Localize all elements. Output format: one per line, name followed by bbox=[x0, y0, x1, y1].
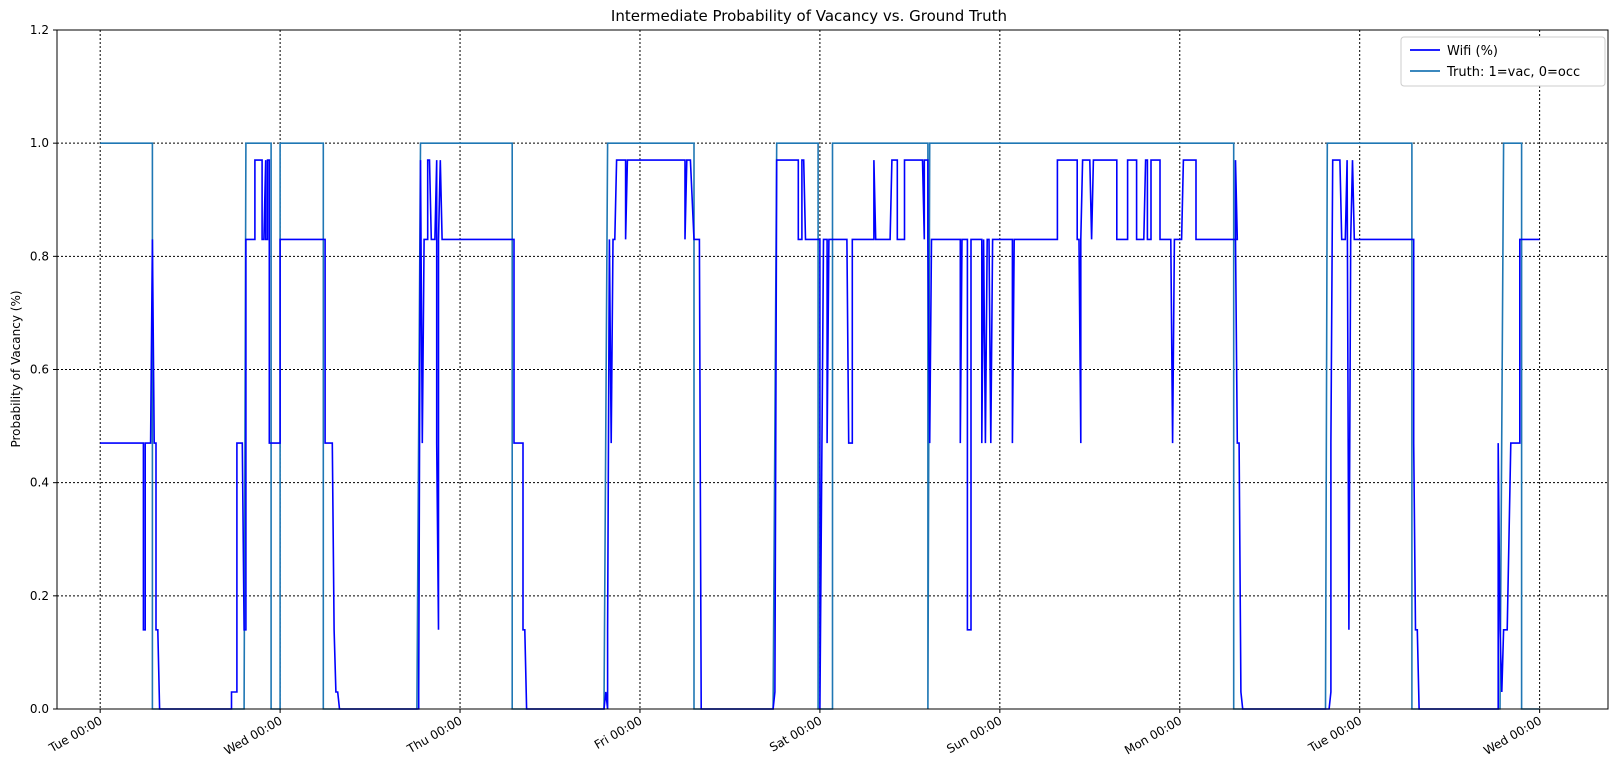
y-tick-label: 1.0 bbox=[30, 136, 49, 150]
x-tick-label: Sat 00:00 bbox=[767, 713, 824, 754]
y-tick-label: 0.8 bbox=[30, 249, 49, 263]
legend-label-wifi: Wifi (%) bbox=[1447, 44, 1498, 59]
x-axis: Tue 00:00 Wed 00:00 Thu 00:00 Fri 00:00 Sat … bbox=[46, 709, 1544, 758]
x-tick-label: Wed 00:00 bbox=[222, 713, 285, 757]
y-tick-label: 0.6 bbox=[30, 363, 49, 377]
y-tick-label: 0.2 bbox=[30, 589, 49, 603]
legend-box bbox=[1400, 36, 1606, 87]
legend: Wifi (%) Truth: 1=vac, 0=occ bbox=[1400, 36, 1606, 87]
x-tick-label: Wed 00:00 bbox=[1481, 713, 1544, 757]
y-axis: 0.0 0.2 0.4 0.6 0.8 1.0 1.2 bbox=[30, 23, 57, 716]
x-tick-label: Mon 00:00 bbox=[1122, 713, 1184, 757]
y-tick-label: 0.4 bbox=[30, 476, 49, 490]
x-tick-label: Tue 00:00 bbox=[1305, 713, 1364, 755]
series-lines bbox=[100, 142, 1540, 710]
legend-label-truth: Truth: 1=vac, 0=occ bbox=[1446, 65, 1580, 80]
chart-title: Intermediate Probability of Vacancy vs. … bbox=[611, 7, 1007, 25]
x-tick-label: Fri 00:00 bbox=[592, 713, 645, 751]
y-axis-label: Probability of Vacancy (%) bbox=[9, 290, 23, 447]
x-tick-label: Sun 00:00 bbox=[944, 713, 1004, 756]
y-tick-label: 0.0 bbox=[30, 702, 49, 716]
series-line-wifi bbox=[100, 159, 1540, 710]
x-tick-label: Tue 00:00 bbox=[46, 713, 105, 755]
x-tick-label: Thu 00:00 bbox=[404, 713, 465, 756]
y-tick-label: 1.2 bbox=[30, 23, 49, 37]
